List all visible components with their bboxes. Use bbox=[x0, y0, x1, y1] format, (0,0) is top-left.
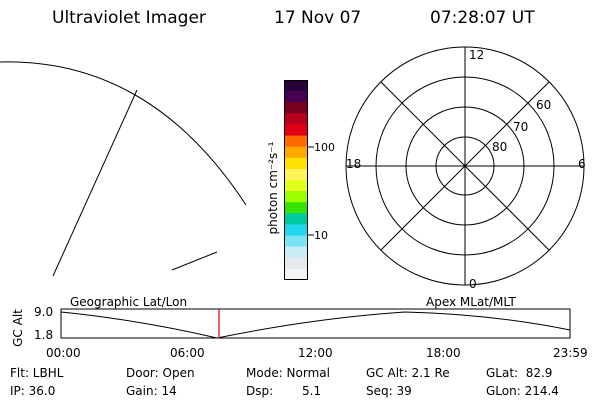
geographic-map-panel bbox=[0, 61, 247, 277]
seq-value: Seq: 39 bbox=[366, 384, 412, 398]
colorbar bbox=[284, 80, 308, 280]
map-grid-line-2 bbox=[171, 251, 218, 271]
mlat-label-70: 70 bbox=[513, 120, 529, 134]
time-tick-1800: 18:00 bbox=[426, 346, 461, 360]
mlat-label-80: 80 bbox=[492, 140, 508, 154]
dsp-value: 5.1 bbox=[302, 384, 322, 398]
colorbar-segment bbox=[284, 91, 308, 103]
colorbar-unit-label: photon cm⁻²s⁻¹ bbox=[266, 141, 280, 235]
time-label: 07:28:07 UT bbox=[430, 8, 535, 28]
colorbar-ticks bbox=[308, 146, 314, 236]
colorbar-frame bbox=[284, 80, 308, 280]
earth-limb-arc bbox=[0, 61, 247, 206]
timeline-frame bbox=[60, 308, 571, 339]
polar-diagonal-2 bbox=[380, 81, 550, 251]
colorbar-segment bbox=[284, 202, 308, 214]
colorbar-segment bbox=[284, 224, 308, 237]
apex-label: Apex MLat/MLT bbox=[426, 295, 516, 309]
colorbar-segment bbox=[284, 246, 308, 259]
date-label: 17 Nov 07 bbox=[274, 8, 362, 28]
gc-alt-value: GC Alt: 2.1 Re bbox=[366, 366, 450, 380]
polar-plot bbox=[345, 46, 585, 286]
y-max-label: 9.0 bbox=[34, 305, 54, 319]
colorbar-segment bbox=[284, 124, 308, 137]
mlt-label-6: 6 bbox=[578, 157, 586, 171]
filter-value: Flt: LBHL bbox=[10, 366, 64, 380]
glat-value: GLat: 82.9 bbox=[486, 366, 553, 380]
mlt-label-12: 12 bbox=[469, 48, 485, 62]
map-grid-line-1 bbox=[52, 89, 138, 277]
dsp-label: Dsp: bbox=[246, 384, 274, 398]
instrument-title: Ultraviolet Imager bbox=[52, 8, 206, 28]
colorbar-segment bbox=[284, 113, 308, 125]
colorbar-segment bbox=[284, 191, 308, 203]
time-tick-1200: 12:00 bbox=[298, 346, 333, 360]
colorbar-tick-100: 100 bbox=[314, 141, 335, 154]
mlt-label-0: 0 bbox=[469, 277, 477, 291]
y-min-label: 1.8 bbox=[34, 328, 54, 342]
colorbar-tick-10: 10 bbox=[314, 229, 328, 242]
time-tick-0600: 06:00 bbox=[170, 346, 205, 360]
colorbar-segment bbox=[284, 135, 308, 148]
colorbar-segment bbox=[284, 157, 308, 170]
colorbar-segment bbox=[284, 168, 308, 181]
ip-value: IP: 36.0 bbox=[10, 384, 56, 398]
colorbar-segment bbox=[284, 80, 308, 92]
glon-value: GLon: 214.4 bbox=[486, 384, 559, 398]
mlat-label-60: 60 bbox=[536, 98, 552, 112]
colorbar-segment bbox=[284, 102, 308, 114]
colorbar-segment bbox=[284, 257, 308, 270]
time-tick-0000: 00:00 bbox=[46, 346, 81, 360]
door-value: Door: Open bbox=[126, 366, 195, 380]
colorbar-segment bbox=[284, 268, 308, 280]
gc-alt-axis-title: GC Alt bbox=[11, 309, 25, 347]
mode-value: Mode: Normal bbox=[246, 366, 330, 380]
altitude-curve bbox=[60, 311, 571, 339]
time-tick-2359: 23:59 bbox=[553, 346, 588, 360]
altitude-timeline bbox=[60, 308, 571, 339]
colorbar-segment bbox=[284, 180, 308, 192]
colorbar-segment bbox=[284, 213, 308, 225]
gain-value: Gain: 14 bbox=[126, 384, 177, 398]
colorbar-segment bbox=[284, 235, 308, 248]
mlt-label-18: 18 bbox=[346, 157, 362, 171]
geographic-label: Geographic Lat/Lon bbox=[70, 295, 188, 309]
colorbar-segment bbox=[284, 146, 308, 159]
